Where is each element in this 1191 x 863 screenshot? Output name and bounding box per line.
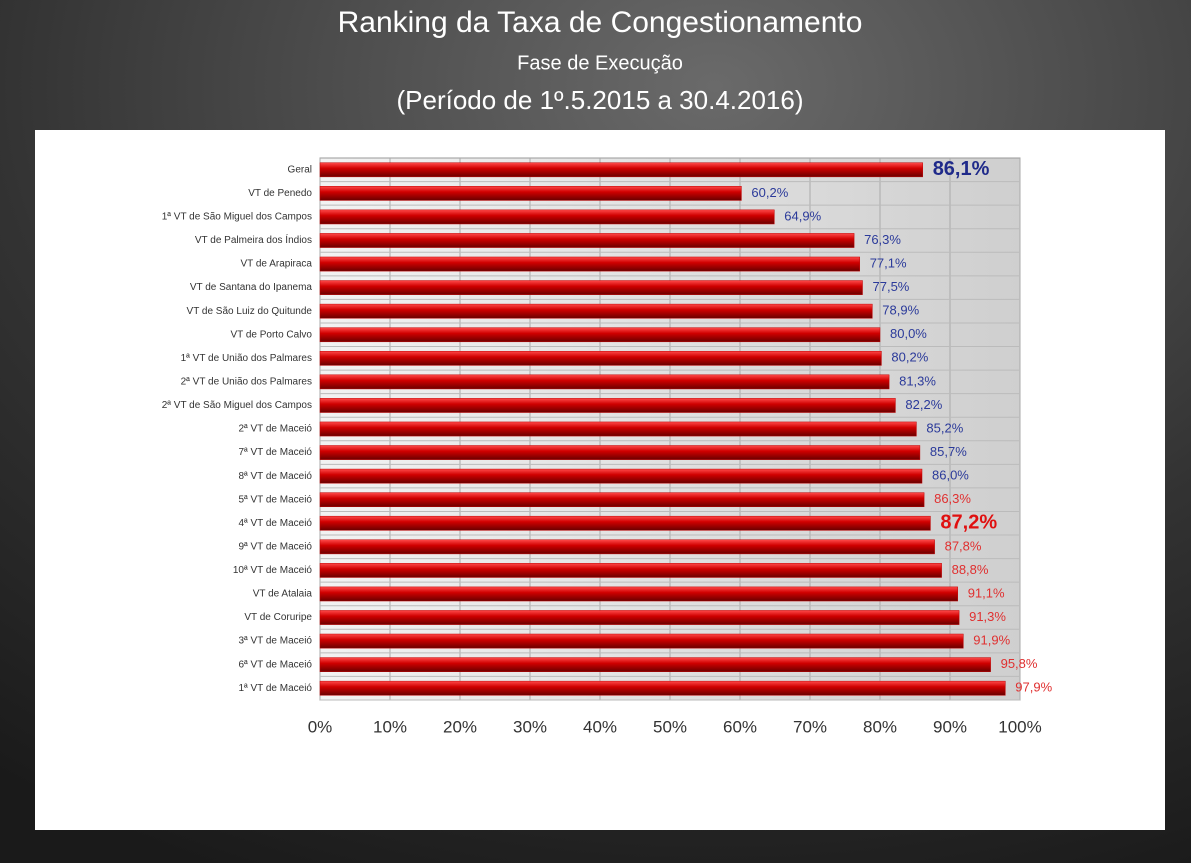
chart-title: Ranking da Taxa de Congestionamento <box>338 6 863 39</box>
value-label: 87,8% <box>945 538 982 553</box>
y-tick-label: VT de Porto Calvo <box>230 329 312 340</box>
x-tick-label: 20% <box>443 717 477 736</box>
value-label: 64,9% <box>784 208 821 223</box>
y-tick-label: 5ª VT de Maceió <box>238 494 312 505</box>
value-label: 86,1% <box>933 158 990 180</box>
y-tick-label: 4ª VT de Maceió <box>238 518 312 529</box>
y-tick-label: VT de Coruripe <box>244 612 312 623</box>
value-label: 95,8% <box>1001 656 1038 671</box>
value-label: 80,0% <box>890 326 927 341</box>
bar <box>319 421 917 437</box>
bar <box>319 657 991 672</box>
bar <box>319 374 890 390</box>
value-label: 91,1% <box>968 585 1005 600</box>
value-label: 85,7% <box>930 444 967 459</box>
period: (Período de 1º.5.2015 a 30.4.2016) <box>396 85 803 115</box>
bar <box>319 610 960 625</box>
value-label: 86,3% <box>934 491 971 506</box>
y-tick-label: VT de Penedo <box>248 188 312 199</box>
chart-subtitle: Fase de Execução <box>517 52 683 74</box>
x-tick-label: 80% <box>863 717 897 736</box>
value-label: 91,3% <box>969 609 1006 624</box>
bar <box>319 563 942 578</box>
y-tick-label: 3ª VT de Maceió <box>238 636 312 647</box>
value-label: 78,9% <box>882 303 919 318</box>
bar <box>319 586 958 602</box>
x-tick-label: 90% <box>933 717 967 736</box>
bar <box>319 303 873 319</box>
y-tick-label: VT de Arapiraca <box>240 259 312 270</box>
bar <box>319 233 855 248</box>
x-tick-label: 50% <box>653 717 687 736</box>
value-label: 97,9% <box>1015 680 1052 695</box>
value-label: 91,9% <box>973 633 1010 648</box>
y-tick-label: 1ª VT de Maceió <box>238 683 312 694</box>
value-label: 86,0% <box>932 468 969 483</box>
x-tick-label: 0% <box>308 717 333 736</box>
bar <box>319 327 881 343</box>
bar <box>319 539 935 555</box>
y-tick-label: 10ª VT de Maceió <box>233 565 313 576</box>
x-tick-label: 40% <box>583 717 617 736</box>
bar <box>319 445 921 460</box>
x-tick-label: 60% <box>723 717 757 736</box>
bar <box>319 350 882 366</box>
bar <box>319 680 1006 696</box>
x-tick-label: 10% <box>373 717 407 736</box>
bar <box>319 162 923 178</box>
bar <box>319 398 896 413</box>
x-tick-label: 30% <box>513 717 547 736</box>
value-label: 77,5% <box>873 279 910 294</box>
y-tick-label: VT de Atalaia <box>253 589 313 600</box>
y-tick-label: VT de São Luiz do Quitunde <box>187 306 313 317</box>
bar <box>319 280 863 295</box>
bar <box>319 492 925 508</box>
x-tick-label: 100% <box>998 717 1041 736</box>
y-tick-label: 1ª VT de União dos Palmares <box>181 353 312 364</box>
y-tick-label: VT de Santana do Ipanema <box>190 282 313 293</box>
value-label: 80,2% <box>891 350 928 365</box>
bar <box>319 468 923 484</box>
value-label: 81,3% <box>899 373 936 388</box>
y-tick-label: VT de Palmeira dos Índios <box>195 233 312 246</box>
value-label: 88,8% <box>952 562 989 577</box>
value-label: 60,2% <box>751 185 788 200</box>
value-label: 87,2% <box>940 512 997 534</box>
bar <box>319 633 964 649</box>
y-tick-label: 9ª VT de Maceió <box>238 541 312 552</box>
bar <box>319 186 742 201</box>
value-label: 85,2% <box>926 420 963 435</box>
value-label: 76,3% <box>864 232 901 247</box>
y-tick-label: 7ª VT de Maceió <box>238 447 312 458</box>
y-tick-label: 6ª VT de Maceió <box>238 659 312 670</box>
y-tick-label: Geral <box>288 164 312 175</box>
y-tick-label: 2ª VT de São Miguel dos Campos <box>162 400 312 411</box>
bar <box>319 515 931 531</box>
y-tick-label: 8ª VT de Maceió <box>238 471 312 482</box>
value-label: 82,2% <box>905 397 942 412</box>
bar <box>319 256 860 272</box>
bar <box>319 209 775 225</box>
y-tick-label: 2ª VT de União dos Palmares <box>181 377 312 388</box>
y-tick-label: 2ª VT de Maceió <box>238 424 312 435</box>
x-tick-label: 70% <box>793 717 827 736</box>
y-tick-label: 1ª VT de São Miguel dos Campos <box>162 212 312 223</box>
value-label: 77,1% <box>870 255 907 270</box>
